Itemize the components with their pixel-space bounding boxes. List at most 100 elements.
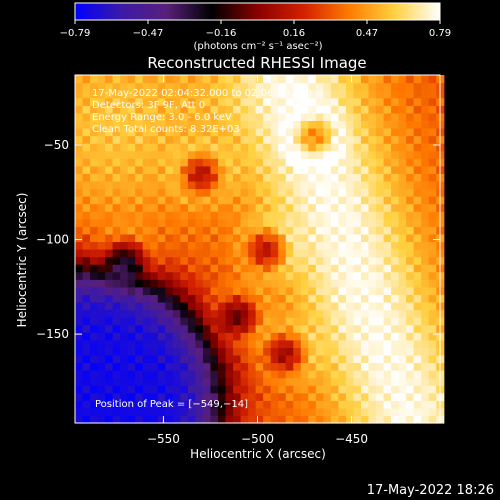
heatmap-cell <box>391 233 400 243</box>
heatmap-cell <box>97 143 106 152</box>
heatmap-cell <box>90 332 99 341</box>
heatmap-cell <box>202 112 212 121</box>
heatmap-cell <box>202 188 212 197</box>
heatmap-cell <box>421 347 430 356</box>
heatmap-cell <box>135 301 144 311</box>
heatmap-cell <box>142 82 151 91</box>
heatmap-cell <box>233 385 242 394</box>
heatmap-cell <box>293 165 302 174</box>
heatmap-cell <box>142 294 151 303</box>
heatmap-cell <box>270 392 279 401</box>
heatmap-cell <box>210 256 219 265</box>
heatmap-cell <box>345 173 355 182</box>
heatmap-cell <box>300 211 309 220</box>
heatmap-cell <box>428 339 437 348</box>
heatmap-cell <box>142 385 151 394</box>
heatmap-cell <box>82 264 91 273</box>
heatmap-cell <box>413 385 422 394</box>
heatmap-cell <box>383 112 392 121</box>
heatmap-cell <box>285 301 294 311</box>
heatmap-cell <box>353 324 362 333</box>
heatmap-cell <box>263 180 272 190</box>
heatmap-cell <box>398 120 407 129</box>
heatmap-cell <box>278 271 287 280</box>
heatmap-cell <box>278 218 287 227</box>
heatmap-cell <box>150 354 159 364</box>
heatmap-cell <box>338 143 347 152</box>
heatmap-cell <box>330 97 340 106</box>
heatmap-cell <box>165 135 174 144</box>
heatmap-cell <box>172 165 181 174</box>
heatmap-cell <box>428 143 437 152</box>
heatmap-cell <box>315 354 324 364</box>
heatmap-cell <box>233 400 242 409</box>
heatmap-cell <box>315 415 324 424</box>
heatmap-cell <box>413 241 422 250</box>
heatmap-cell <box>263 143 272 152</box>
heatmap-cell <box>255 400 264 409</box>
heatmap-cell <box>225 143 234 152</box>
heatmap-cell <box>376 415 385 424</box>
heatmap-cell <box>105 203 114 212</box>
heatmap-cell <box>330 370 340 379</box>
heatmap-cell <box>368 354 377 364</box>
heatmap-cell <box>90 271 99 280</box>
heatmap-cell <box>270 377 279 386</box>
heatmap-cell <box>248 97 257 106</box>
heatmap-cell <box>157 143 166 152</box>
heatmap-cell <box>217 173 227 182</box>
heatmap-cell <box>90 324 99 333</box>
heatmap-cell <box>308 135 317 144</box>
heatmap-cell <box>157 249 166 258</box>
heatmap-cell <box>97 347 106 356</box>
heatmap-cell <box>323 415 332 424</box>
heatmap-cell <box>97 82 106 91</box>
heatmap-cell <box>391 112 400 121</box>
heatmap-cell <box>263 82 272 91</box>
heatmap-cell <box>248 180 257 190</box>
heatmap-cell <box>202 385 212 394</box>
heatmap-cell <box>323 392 332 401</box>
heatmap-cell <box>398 188 407 197</box>
heatmap-cell <box>233 150 242 159</box>
heatmap-cell <box>120 90 129 99</box>
heatmap-cell <box>398 407 407 417</box>
heatmap-cell <box>270 112 279 121</box>
heatmap-cell <box>112 286 121 295</box>
heatmap-cell <box>255 392 264 401</box>
heatmap-cell <box>263 377 272 386</box>
heatmap-cell <box>278 332 287 341</box>
heatmap-cell <box>413 233 422 243</box>
heatmap-cell <box>338 75 347 84</box>
heatmap-cell <box>150 82 159 91</box>
heatmap-cell <box>421 173 430 182</box>
heatmap-cell <box>112 279 121 288</box>
heatmap-cell <box>180 127 189 137</box>
heatmap-cell <box>120 286 129 295</box>
heatmap-cell <box>75 241 84 250</box>
heatmap-cell <box>413 158 422 167</box>
heatmap-cell <box>157 112 166 121</box>
heatmap-cell <box>248 90 257 99</box>
heatmap-cell <box>120 249 129 258</box>
heatmap-cell <box>172 339 181 348</box>
heatmap-cell <box>263 286 272 295</box>
heatmap-cell <box>330 218 340 227</box>
heatmap-cell <box>82 362 91 371</box>
heatmap-cell <box>338 279 347 288</box>
heatmap-cell <box>180 75 189 84</box>
heatmap-cell <box>376 143 385 152</box>
heatmap-cell <box>285 241 294 250</box>
heatmap-cell <box>293 241 302 250</box>
heatmap-cell <box>90 286 99 295</box>
heatmap-cell <box>323 211 332 220</box>
heatmap-cell <box>180 392 189 401</box>
heatmap-cell <box>421 362 430 371</box>
heatmap-cell <box>345 294 355 303</box>
heatmap-cell <box>180 249 189 258</box>
heatmap-cell <box>172 279 181 288</box>
heatmap-cell <box>97 294 106 303</box>
heatmap-cell <box>135 271 144 280</box>
heatmap-cell <box>391 82 400 91</box>
heatmap-cell <box>210 165 219 174</box>
